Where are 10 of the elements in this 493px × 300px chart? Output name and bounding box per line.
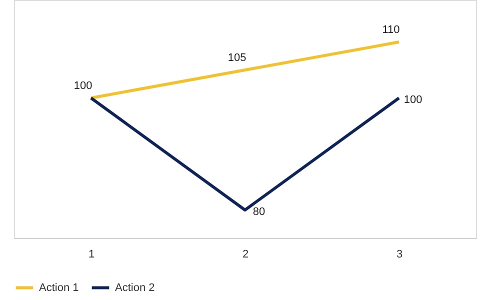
x-tick-label: 1 bbox=[88, 248, 95, 260]
x-tick-label: 3 bbox=[396, 248, 403, 260]
data-label: 110 bbox=[382, 24, 400, 36]
data-label: 100 bbox=[404, 94, 422, 106]
data-label: 105 bbox=[228, 52, 246, 64]
data-label: 100 bbox=[74, 80, 92, 92]
data-label: 80 bbox=[252, 206, 266, 218]
legend-label: Action 1 bbox=[39, 282, 79, 294]
x-tick-label: 2 bbox=[242, 248, 249, 260]
legend-label: Action 2 bbox=[115, 282, 155, 294]
